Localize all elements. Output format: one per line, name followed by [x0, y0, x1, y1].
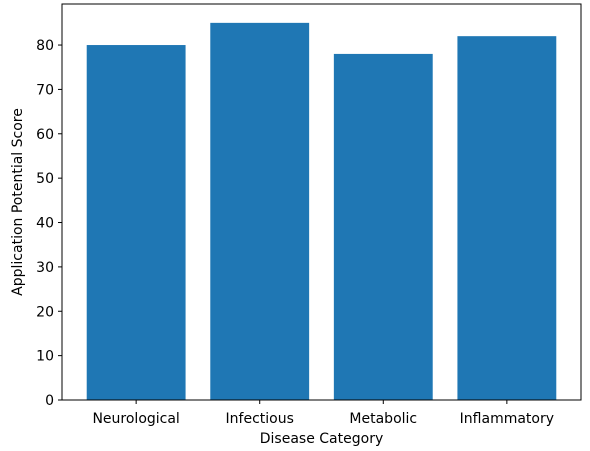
y-tick-label: 60	[36, 127, 54, 143]
plot-frame	[61, 3, 582, 401]
y-tick-label: 50	[36, 171, 54, 187]
y-tick-label: 30	[36, 260, 54, 276]
bar-neurological	[86, 45, 186, 400]
x-axis-ticks: Neurological Infectious Metabolic Inflammat…	[92, 400, 554, 427]
x-axis-title: Disease Category	[260, 431, 383, 447]
bars-group	[86, 22, 557, 401]
y-axis-title: Application Potential Score	[10, 108, 26, 296]
x-tick-label: Infectious	[226, 411, 294, 427]
x-tick-label: Neurological	[92, 411, 179, 427]
y-tick-label: 0	[45, 393, 54, 409]
bar-inflammatory	[457, 36, 557, 401]
y-tick-label: 10	[36, 349, 54, 365]
y-tick-label: 70	[36, 82, 54, 98]
bar-infectious	[210, 22, 310, 400]
x-tick-label: Inflammatory	[460, 411, 554, 427]
y-axis-ticks: 0 10 20 30 40 50 60 70 80	[36, 38, 62, 409]
x-tick-label: Metabolic	[349, 411, 417, 427]
y-tick-label: 80	[36, 38, 54, 54]
y-tick-label: 40	[36, 216, 54, 232]
y-tick-label: 20	[36, 304, 54, 320]
bar-metabolic	[333, 53, 433, 401]
